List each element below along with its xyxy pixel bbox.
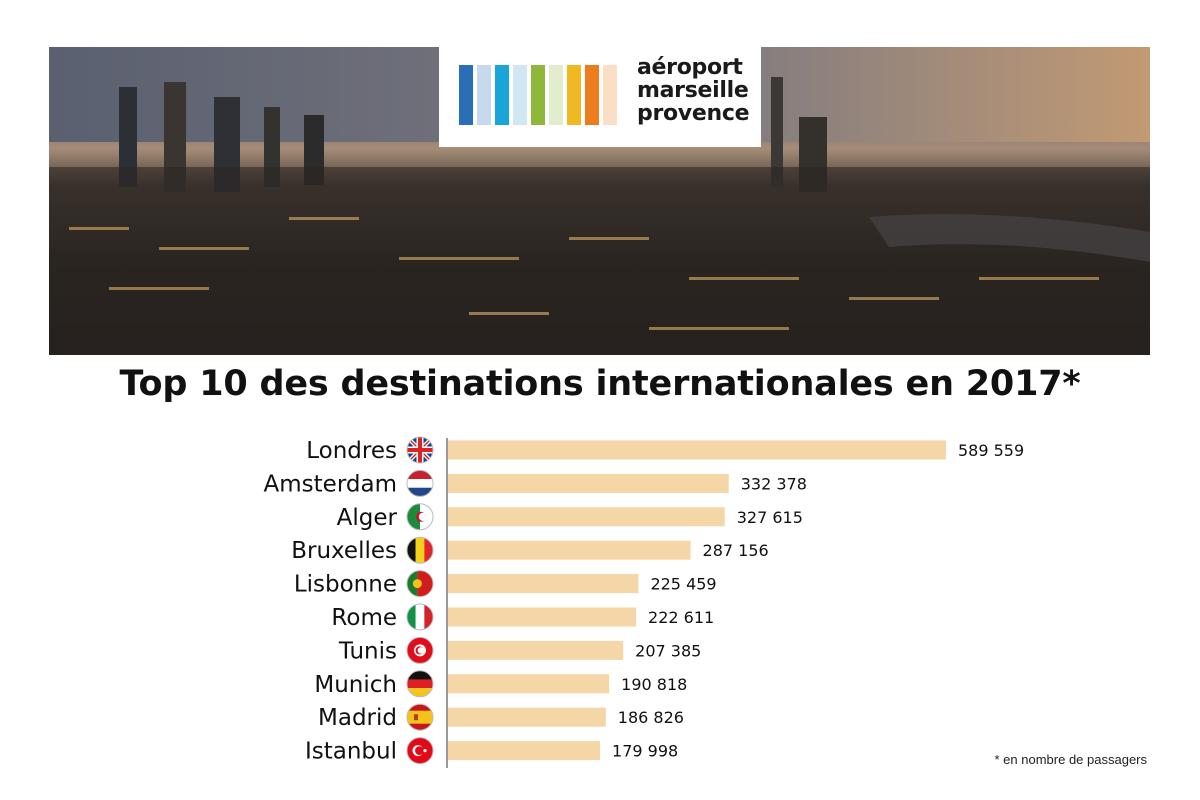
tunisia-flag-icon (407, 637, 433, 664)
logo-line-3: provence (637, 101, 750, 126)
bar-chart: 589 559 Londres 332 378 Amsterdam 327 615 Alg… (264, 436, 1024, 768)
value-label: 179 998 (612, 742, 678, 761)
bar (448, 507, 725, 527)
belgium-flag-icon (407, 537, 433, 564)
value-label: 287 156 (703, 541, 769, 560)
chart-footnote: * en nombre de passagers (994, 752, 1147, 767)
bar (448, 707, 606, 727)
bar (448, 473, 729, 493)
category-label: Lisbonne (294, 572, 397, 598)
netherlands-flag-icon (407, 470, 433, 497)
flag-outline (406, 636, 434, 664)
italy-flag-icon (407, 604, 433, 630)
turkey-flag-icon (407, 737, 433, 764)
bar (448, 440, 946, 460)
category-label: Rome (331, 605, 397, 631)
category-label: Madrid (318, 705, 397, 731)
chart-title: Top 10 des destinations internationales … (119, 364, 1081, 404)
flag-outline (406, 737, 434, 765)
portugal-flag-icon (407, 570, 433, 597)
city-banner: aéroport marseille provence (49, 47, 1150, 355)
category-label: Tunis (338, 638, 397, 664)
logo-wordmark: aéroport marseille provence (637, 55, 750, 126)
value-label: 589 559 (958, 441, 1024, 460)
bar (448, 741, 601, 761)
category-label: Bruxelles (291, 538, 397, 564)
value-label: 327 615 (737, 508, 803, 527)
value-label: 186 826 (618, 708, 684, 727)
germany-flag-icon (407, 670, 433, 697)
flag-outline (406, 703, 434, 731)
value-label: 207 385 (635, 641, 701, 660)
value-label: 190 818 (621, 675, 687, 694)
logo-line-1: aéroport (637, 55, 743, 80)
category-label: Amsterdam (264, 471, 397, 497)
category-label: Istanbul (305, 739, 397, 765)
flag-outline (406, 670, 434, 698)
logo-bars-icon (459, 65, 617, 125)
flag-outline (406, 436, 434, 464)
flag-outline (406, 536, 434, 564)
value-label: 225 459 (650, 575, 716, 594)
category-label: Londres (306, 438, 397, 464)
airport-logo: aéroport marseille provence (439, 47, 761, 147)
category-label: Alger (337, 505, 398, 531)
algeria-flag-icon (407, 503, 433, 530)
logo-line-2: marseille (637, 78, 749, 103)
bar (448, 674, 610, 694)
value-label: 222 611 (648, 608, 714, 627)
value-label: 332 378 (741, 474, 807, 493)
uk-flag-icon (407, 437, 433, 463)
flag-outline (406, 503, 434, 531)
bar (448, 640, 624, 660)
bar (448, 574, 639, 594)
category-label: Munich (314, 672, 397, 698)
bar (448, 540, 691, 560)
flag-outline (406, 469, 434, 497)
flag-outline (406, 603, 434, 631)
bar (448, 607, 637, 627)
flag-outline (406, 570, 434, 598)
spain-flag-icon (407, 704, 433, 731)
